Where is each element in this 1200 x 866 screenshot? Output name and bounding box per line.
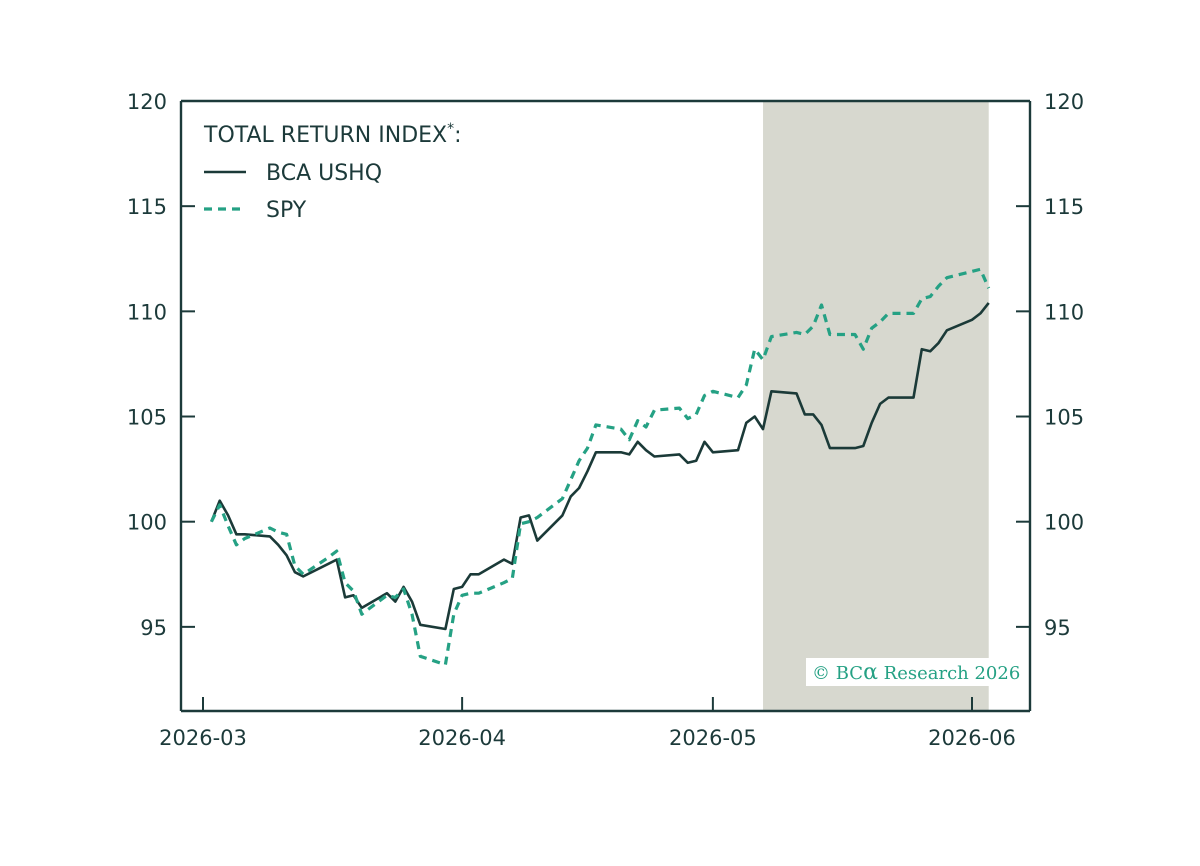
y-tick-label-left: 100 — [127, 511, 167, 535]
y-tick-label-left: 110 — [127, 300, 167, 324]
credit-background — [806, 658, 1012, 686]
y-tick-label-right: 95 — [1044, 616, 1071, 640]
y-tick-label-right: 120 — [1044, 90, 1084, 114]
x-tick-label: 2026-05 — [669, 726, 757, 750]
credit-text: © BCα Research 2026 — [812, 660, 1020, 685]
y-tick-label-left: 115 — [127, 195, 167, 219]
series-line-bca-ushq — [210, 302, 990, 631]
y-tick-label-right: 100 — [1044, 511, 1084, 535]
series-layer — [209, 267, 991, 667]
legend-title-suffix: : — [454, 123, 461, 148]
y-tick-label-right: 115 — [1044, 195, 1084, 219]
y-tick-label-right: 110 — [1044, 300, 1084, 324]
y-tick-label-left: 95 — [140, 616, 167, 640]
legend-label-spy: SPY — [266, 198, 307, 223]
credit-box: © BCα Research 2026 — [806, 658, 1020, 686]
credit-prefix: © BC — [812, 663, 863, 684]
credit-alpha: α — [863, 660, 878, 685]
legend: TOTAL RETURN INDEX*: BCA USHQ SPY — [203, 121, 462, 223]
shaded-region-layer — [763, 101, 989, 711]
x-tick-label: 2026-06 — [928, 726, 1016, 750]
series-line-spy — [209, 267, 991, 667]
y-tick-label-left: 120 — [127, 90, 167, 114]
legend-title: TOTAL RETURN INDEX*: — [203, 121, 462, 148]
legend-title-text: TOTAL RETURN INDEX — [203, 123, 447, 148]
y-tick-label-right: 105 — [1044, 406, 1084, 430]
x-tick-label: 2026-03 — [159, 726, 247, 750]
legend-title-mark: * — [447, 121, 454, 137]
legend-label-bca-ushq: BCA USHQ — [266, 161, 382, 186]
axes-layer: 95 95 100 100 105 105 110 110 115 115 120 120 2026-0… — [127, 90, 1084, 750]
credit-suffix: Research 2026 — [878, 663, 1020, 684]
x-tick-label: 2026-04 — [418, 726, 506, 750]
y-tick-label-left: 105 — [127, 406, 167, 430]
shaded-region — [763, 101, 989, 711]
